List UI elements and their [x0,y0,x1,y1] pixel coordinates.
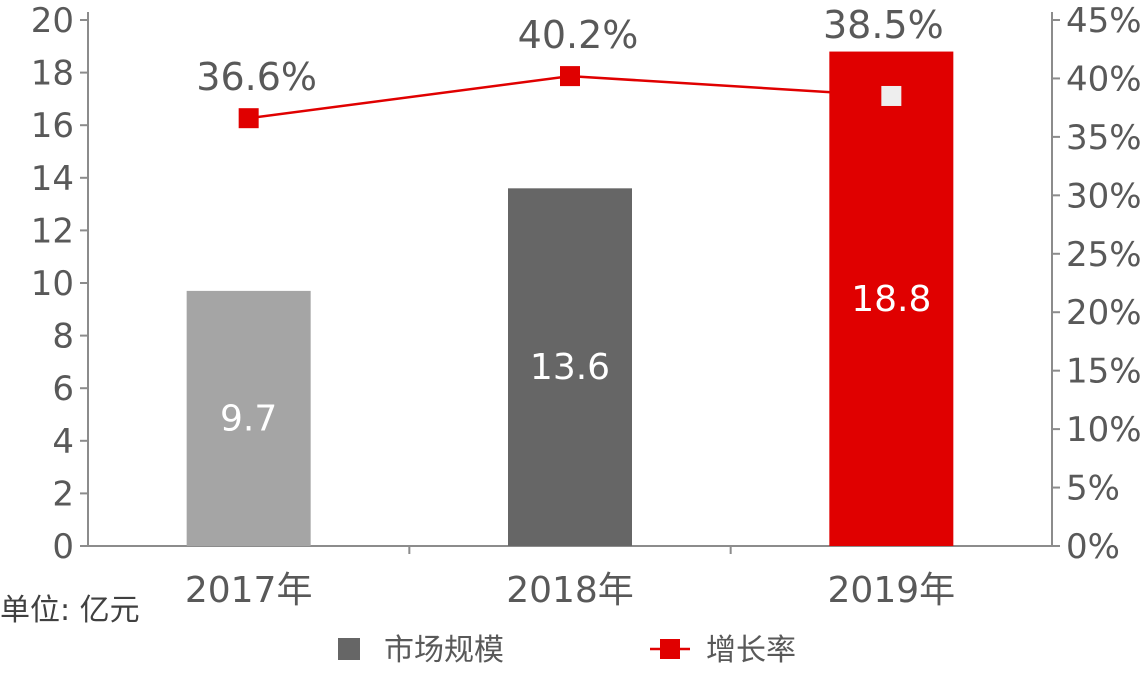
legend-swatch-bar [338,638,360,660]
bar-value-label: 18.8 [851,279,931,320]
legend-swatch-marker [660,639,680,659]
y-tick-label: 18 [31,54,74,94]
y-tick-label: 20 [31,1,74,41]
legend: 市场规模 增长率 [338,633,796,668]
data-labels: 9.7 13.6 18.8 [220,279,931,440]
y-tick-label: 14 [31,159,74,199]
x-tick-label: 2019年 [828,570,956,611]
y2-tick-label: 35% [1066,118,1142,158]
bar-value-label: 13.6 [530,347,610,388]
y-tick-label: 4 [52,422,74,462]
growth-label: 38.5% [823,3,944,47]
y2-tick-label: 0% [1066,527,1120,567]
y2-tick-label: 45% [1066,1,1142,41]
unit-label: 单位: 亿元 [0,593,140,628]
y-tick-label: 6 [52,369,74,409]
bar-value-label: 9.7 [220,398,277,439]
growth-label: 36.6% [196,55,317,99]
growth-point [560,66,580,87]
y2-tick-label: 10% [1066,410,1142,450]
legend-label-bar: 市场规模 [384,633,504,668]
growth-point [238,108,259,129]
y-tick-label: 10 [31,264,74,304]
legend-label-line: 增长率 [706,633,796,668]
x-tick-label: 2018年 [506,570,634,611]
y-tick-label: 8 [52,317,74,357]
bars [186,51,954,547]
y2-tick-label: 15% [1066,352,1142,392]
y-tick-label: 16 [31,106,74,146]
y2-tick-label: 25% [1066,235,1142,275]
y2-tick-label: 20% [1066,293,1142,333]
y2-tick-label: 40% [1066,59,1142,99]
growth-label: 40.2% [518,13,639,57]
axes: 0 2 4 6 8 10 12 14 16 18 20 0% 5% 10% 15% 20% 25% 30% 35% 4… [31,1,1142,611]
growth-point [881,85,902,106]
bar [186,290,311,546]
x-tick-label: 2017年 [185,570,313,611]
y-tick-label: 0 [52,527,74,567]
y-tick-label: 2 [52,474,74,514]
y-tick-label: 12 [31,211,74,251]
bar [508,188,632,546]
y2-tick-label: 5% [1066,469,1120,509]
y2-tick-label: 30% [1066,176,1142,216]
growth-line: 36.6% 40.2% 38.5% [196,3,944,129]
bar [829,51,954,547]
